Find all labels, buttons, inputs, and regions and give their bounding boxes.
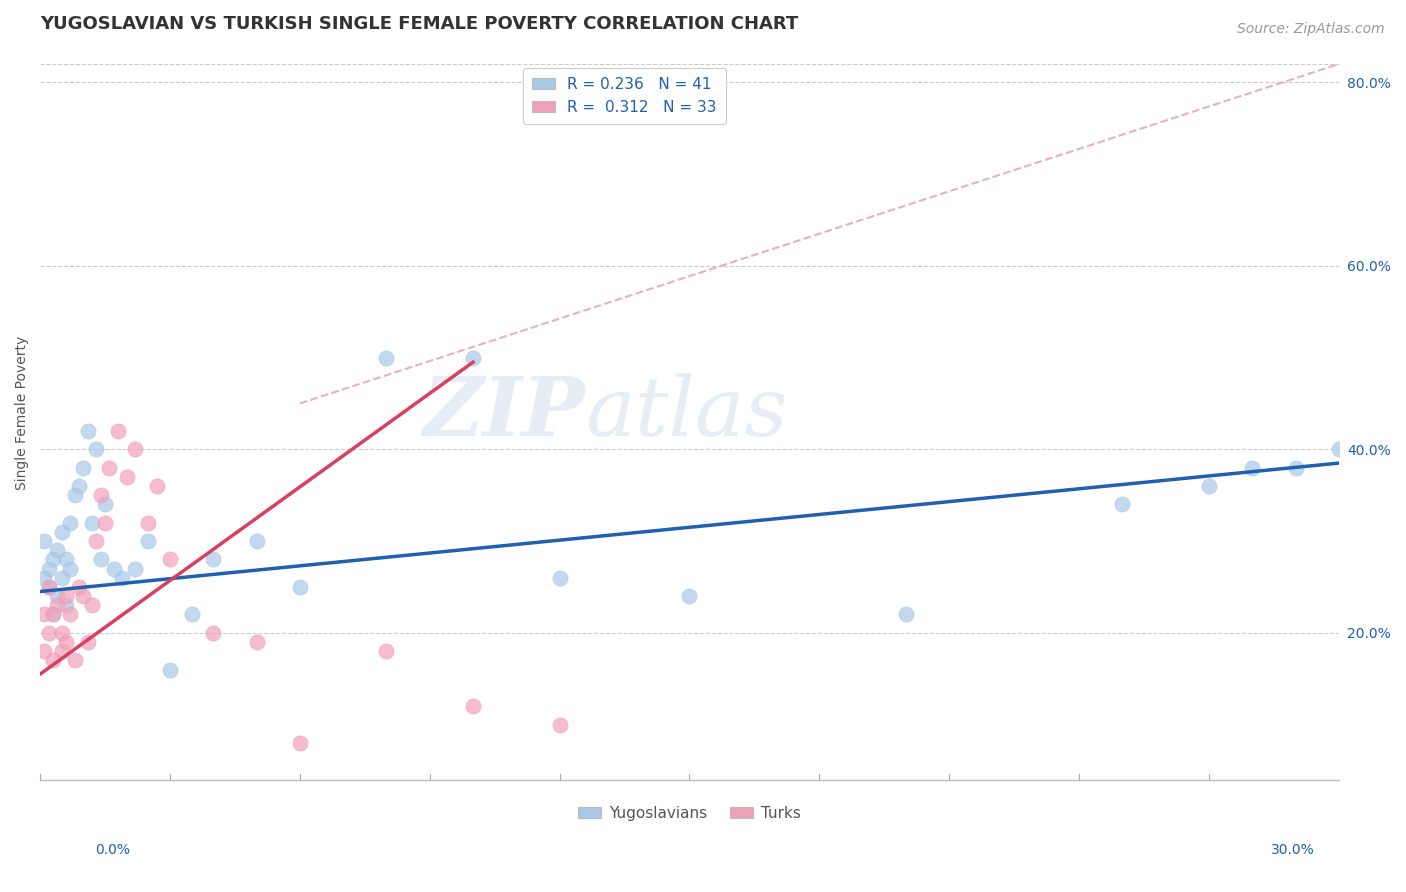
Point: [115, 470, 138, 484]
Point: [146, 479, 169, 493]
Point: [46, 589, 69, 603]
Point: [90, 488, 112, 502]
Point: [180, 607, 202, 622]
Point: [202, 625, 225, 640]
Point: [1241, 460, 1264, 475]
Point: [51, 571, 73, 585]
Point: [138, 516, 160, 530]
Point: [124, 442, 146, 457]
Point: [245, 635, 267, 649]
Point: [42, 552, 65, 566]
Point: [103, 561, 125, 575]
Point: [42, 607, 65, 622]
Point: [375, 351, 398, 365]
Point: [461, 699, 484, 714]
Point: [34, 534, 56, 549]
Text: 0.0%: 0.0%: [96, 843, 131, 857]
Point: [461, 351, 484, 365]
Point: [894, 607, 917, 622]
Point: [678, 589, 700, 603]
Point: [34, 607, 56, 622]
Point: [38, 580, 60, 594]
Text: ZIP: ZIP: [423, 373, 585, 452]
Point: [55, 589, 77, 603]
Point: [59, 561, 82, 575]
Point: [76, 635, 98, 649]
Point: [80, 599, 103, 613]
Point: [1327, 442, 1350, 457]
Point: [107, 424, 129, 438]
Text: YUGOSLAVIAN VS TURKISH SINGLE FEMALE POVERTY CORRELATION CHART: YUGOSLAVIAN VS TURKISH SINGLE FEMALE POV…: [41, 15, 799, 33]
Point: [59, 516, 82, 530]
Point: [67, 580, 90, 594]
Point: [375, 644, 398, 658]
Point: [245, 534, 267, 549]
Legend: Yugoslavians, Turks: Yugoslavians, Turks: [572, 800, 807, 827]
Point: [159, 552, 181, 566]
Point: [42, 607, 65, 622]
Point: [34, 571, 56, 585]
Point: [38, 625, 60, 640]
Point: [42, 653, 65, 667]
Point: [94, 516, 117, 530]
Y-axis label: Single Female Poverty: Single Female Poverty: [15, 335, 30, 490]
Point: [548, 717, 571, 731]
Point: [51, 644, 73, 658]
Point: [38, 561, 60, 575]
Point: [67, 479, 90, 493]
Point: [72, 460, 94, 475]
Point: [55, 552, 77, 566]
Point: [202, 552, 225, 566]
Text: Source: ZipAtlas.com: Source: ZipAtlas.com: [1237, 22, 1385, 37]
Point: [138, 534, 160, 549]
Point: [94, 497, 117, 511]
Point: [288, 736, 311, 750]
Point: [63, 488, 86, 502]
Point: [55, 599, 77, 613]
Point: [86, 534, 108, 549]
Point: [59, 607, 82, 622]
Point: [86, 442, 108, 457]
Point: [124, 561, 146, 575]
Point: [63, 653, 86, 667]
Point: [46, 543, 69, 558]
Text: atlas: atlas: [585, 373, 787, 452]
Point: [34, 644, 56, 658]
Point: [548, 571, 571, 585]
Point: [288, 580, 311, 594]
Text: 30.0%: 30.0%: [1271, 843, 1315, 857]
Point: [98, 460, 121, 475]
Point: [51, 524, 73, 539]
Point: [1198, 479, 1220, 493]
Point: [38, 580, 60, 594]
Point: [76, 424, 98, 438]
Point: [51, 625, 73, 640]
Point: [1111, 497, 1133, 511]
Point: [46, 599, 69, 613]
Point: [80, 516, 103, 530]
Point: [72, 589, 94, 603]
Point: [90, 552, 112, 566]
Point: [159, 663, 181, 677]
Point: [111, 571, 134, 585]
Point: [1284, 460, 1306, 475]
Point: [55, 635, 77, 649]
